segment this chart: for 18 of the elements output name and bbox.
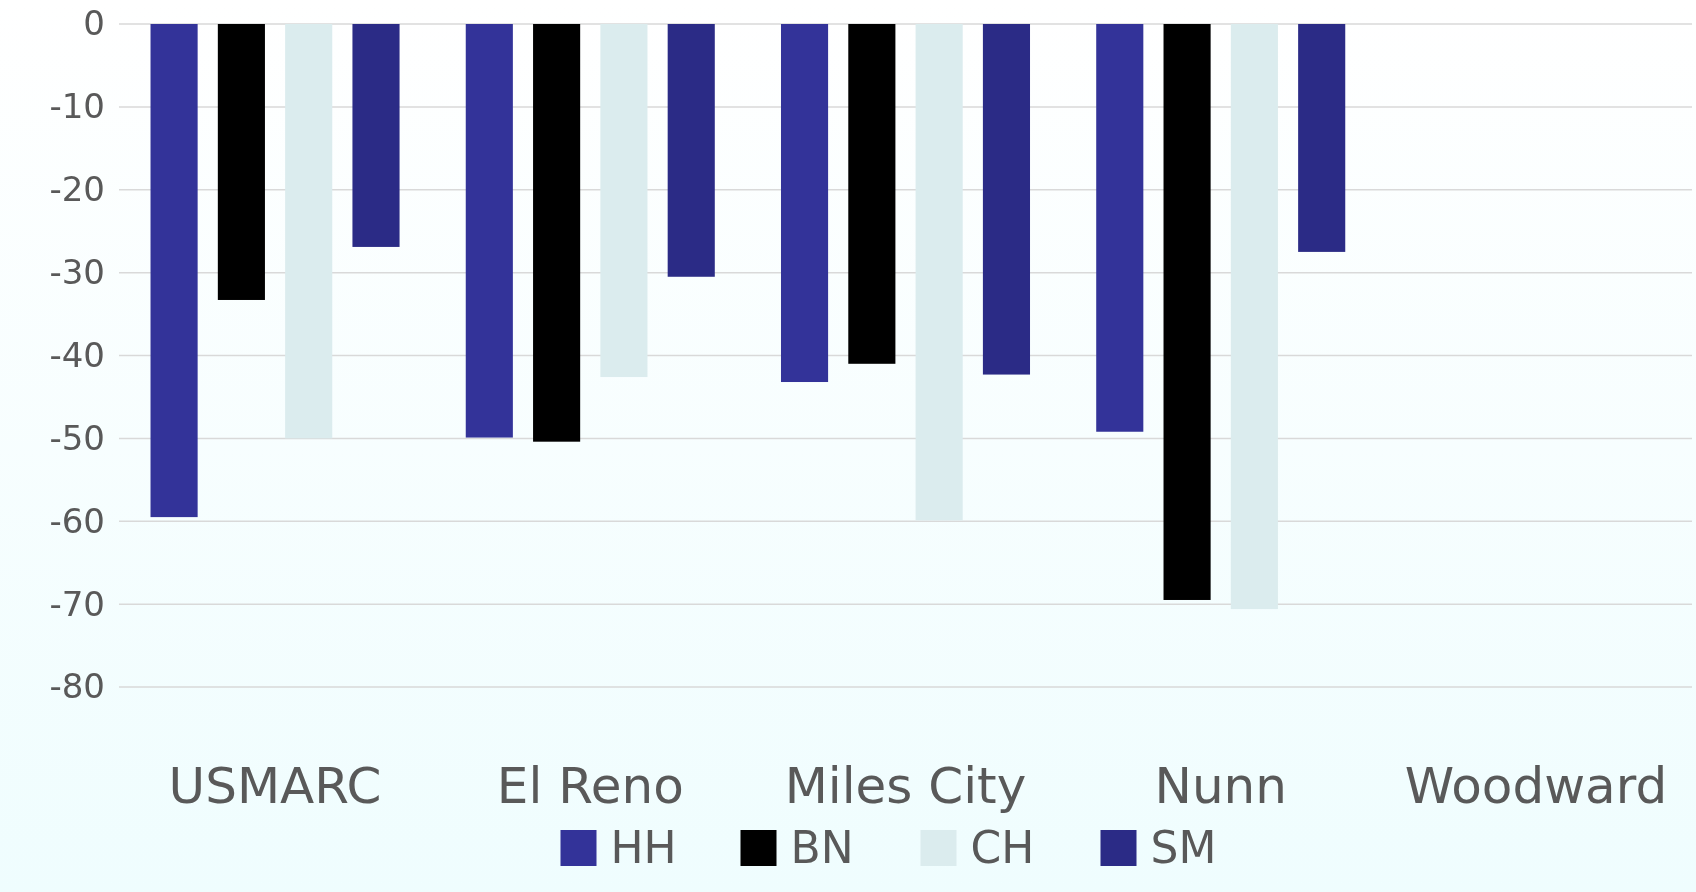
legend-label: BN: [790, 822, 854, 873]
y-tick-label: 0: [83, 3, 105, 44]
y-tick-label: -30: [49, 252, 105, 293]
x-tick-label: Miles City: [784, 756, 1027, 815]
y-tick-label: -20: [49, 169, 105, 210]
legend-label: CH: [970, 822, 1035, 873]
legend-label: SM: [1150, 822, 1217, 873]
y-tick-label: -80: [49, 666, 105, 707]
y-tick-label: -50: [49, 417, 105, 458]
x-tick-label: Nunn: [1154, 756, 1287, 815]
y-tick-label: -40: [49, 334, 105, 375]
x-tick-label: El Reno: [496, 756, 684, 815]
x-tick-label: USMARC: [168, 756, 382, 815]
y-tick-label: -10: [49, 86, 105, 127]
x-tick-label: Woodward: [1404, 756, 1668, 815]
y-tick-label: -70: [49, 583, 105, 624]
y-tick-label: -60: [49, 500, 105, 541]
legend-label: HH: [610, 822, 677, 873]
